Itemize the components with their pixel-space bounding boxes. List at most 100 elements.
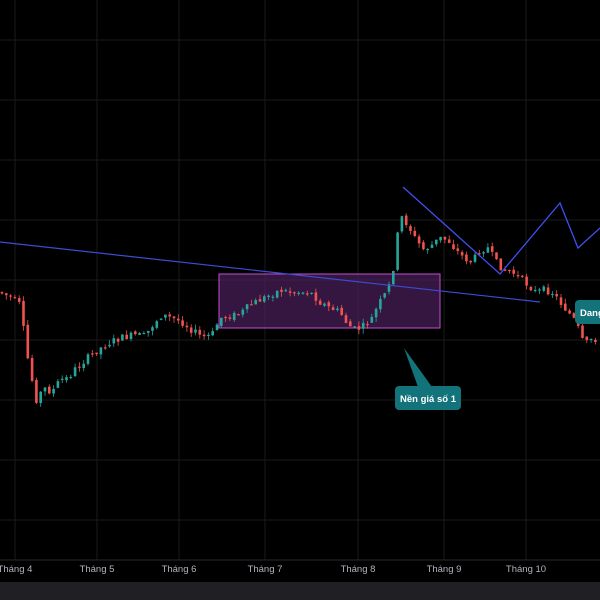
candlestick xyxy=(146,330,150,337)
candle-body xyxy=(460,252,464,256)
candlestick xyxy=(521,275,524,279)
candle-body xyxy=(361,322,365,329)
candlestick xyxy=(555,290,558,301)
x-tick-label: Tháng 5 xyxy=(80,564,115,575)
candlestick xyxy=(404,213,408,228)
candlestick xyxy=(443,236,447,244)
candlestick xyxy=(581,322,584,339)
candle-body xyxy=(564,303,567,311)
candle-body xyxy=(138,332,141,335)
candle-body xyxy=(585,336,589,341)
candle-body xyxy=(121,334,124,341)
candlestick xyxy=(91,350,94,358)
candle-body xyxy=(250,304,253,306)
bottom-toolbar xyxy=(0,582,600,600)
candlestick xyxy=(250,299,253,306)
candlestick xyxy=(336,306,339,312)
candlestick xyxy=(177,314,180,324)
candle-body xyxy=(430,244,434,248)
candle-body xyxy=(43,387,47,392)
candle-body xyxy=(495,252,498,260)
candle-body xyxy=(245,304,249,310)
candle-body xyxy=(538,289,541,291)
candle-body xyxy=(512,269,515,274)
candlestick xyxy=(546,283,550,296)
candle-body xyxy=(533,289,537,292)
candle-body xyxy=(499,258,503,271)
candle-body xyxy=(594,339,597,342)
candle-body xyxy=(529,287,533,291)
candle-body xyxy=(129,332,133,339)
candlestick xyxy=(17,295,21,305)
candlestick xyxy=(164,314,167,321)
candlestick xyxy=(387,281,391,295)
price-base-box[interactable] xyxy=(218,273,441,329)
candlestick xyxy=(370,313,374,324)
candle-body xyxy=(443,236,447,240)
candle-body xyxy=(241,309,245,315)
candlestick xyxy=(447,235,451,244)
candle-body xyxy=(103,347,107,349)
candlestick xyxy=(314,288,318,306)
candlestick xyxy=(207,332,210,340)
candlestick xyxy=(258,294,262,302)
candlestick xyxy=(357,321,361,335)
candle-body xyxy=(237,314,240,316)
callout-main[interactable]: Nền giá số 1 xyxy=(395,348,461,410)
trend-line[interactable] xyxy=(0,241,541,303)
grid-lines xyxy=(0,0,600,560)
candle-body xyxy=(422,242,425,250)
candlestick xyxy=(30,354,34,383)
candle-body xyxy=(349,321,352,327)
candlestick xyxy=(379,295,382,313)
candlestick xyxy=(589,338,593,343)
candlestick xyxy=(275,290,279,299)
candle-body xyxy=(215,324,219,331)
candle-body xyxy=(581,325,584,338)
candlestick xyxy=(267,294,270,301)
candle-body xyxy=(323,303,326,306)
candlestick xyxy=(26,320,30,360)
candles xyxy=(0,213,597,407)
candle-body xyxy=(228,317,232,319)
candlestick xyxy=(202,330,206,340)
candlestick xyxy=(116,337,120,346)
candlestick xyxy=(516,270,520,279)
candlestick xyxy=(439,236,442,243)
candlestick xyxy=(220,317,223,328)
candle-body xyxy=(5,293,8,296)
candlestick xyxy=(280,286,283,297)
candlestick xyxy=(297,291,300,296)
candlestick xyxy=(215,323,219,331)
candlestick xyxy=(430,240,434,249)
candle-body xyxy=(142,333,146,335)
candle-body xyxy=(9,295,12,297)
candle-body xyxy=(91,353,94,355)
candlestick xyxy=(465,251,468,265)
callout-right[interactable]: Dang xyxy=(575,300,600,324)
candle-body xyxy=(314,292,318,301)
candle-body xyxy=(48,386,51,394)
candlestick xyxy=(60,375,64,384)
candle-body xyxy=(357,326,361,330)
candle-body xyxy=(521,275,524,277)
candlestick xyxy=(422,240,425,251)
candlestick xyxy=(585,336,589,344)
candle-body xyxy=(469,260,472,263)
candlestick xyxy=(108,340,111,348)
candle-body xyxy=(409,226,412,231)
candle-body xyxy=(35,379,38,403)
x-tick-label: Tháng 7 xyxy=(248,564,283,575)
candle-body xyxy=(413,230,417,236)
candle-body xyxy=(546,287,550,295)
candle-body xyxy=(297,292,300,294)
candlestick xyxy=(181,316,184,328)
callout-right-text: Dang xyxy=(580,308,600,319)
candlestick xyxy=(65,375,68,383)
zigzag-line[interactable] xyxy=(402,186,600,275)
candle-body xyxy=(194,329,197,333)
candle-body xyxy=(396,232,399,270)
candlestick xyxy=(564,298,567,312)
candle-body xyxy=(516,275,520,277)
